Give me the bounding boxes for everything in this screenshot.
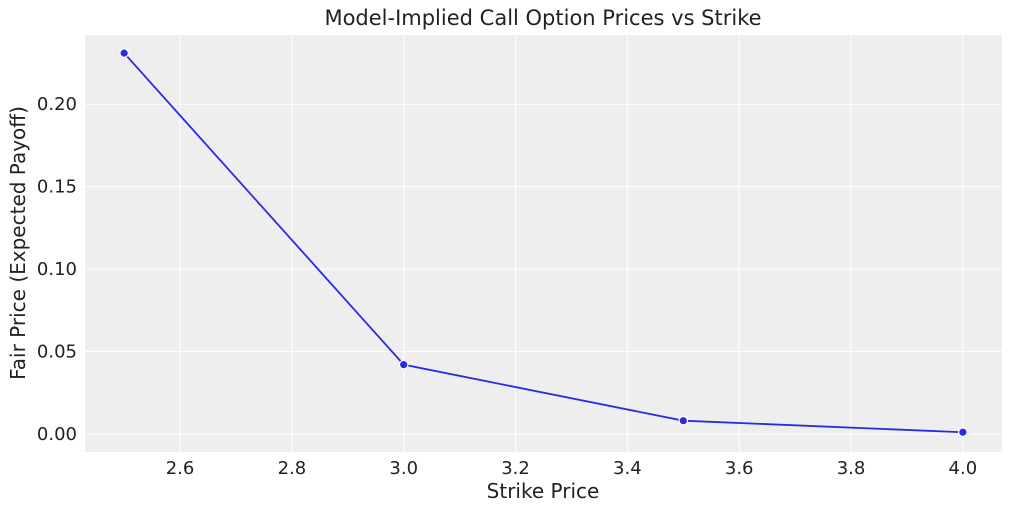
data-point xyxy=(678,415,689,426)
data-point xyxy=(119,48,129,58)
data-point xyxy=(398,359,409,370)
x-tick-label: 3.2 xyxy=(501,458,530,479)
series-line xyxy=(123,52,963,434)
grid xyxy=(85,35,1002,452)
y-axis-ticks: 0.00 0.05 0.10 0.15 0.20 xyxy=(37,94,77,445)
x-tick-label: 2.8 xyxy=(278,458,307,479)
series-group xyxy=(119,48,968,438)
data-point xyxy=(958,427,968,438)
y-axis-label: Fair Price (Expected Payoff) xyxy=(6,106,30,380)
plot-area xyxy=(85,35,1002,452)
x-tick-label: 3.6 xyxy=(725,458,754,479)
y-tick-label: 0.20 xyxy=(37,94,77,115)
y-tick-label: 0.00 xyxy=(37,424,77,445)
x-tick-label: 3.0 xyxy=(389,458,418,479)
x-tick-label: 3.4 xyxy=(613,458,642,479)
y-tick-label: 0.10 xyxy=(37,259,77,280)
y-tick-label: 0.05 xyxy=(37,341,77,362)
x-tick-label: 2.6 xyxy=(166,458,195,479)
y-tick-label: 0.15 xyxy=(37,177,77,198)
x-tick-label: 4.0 xyxy=(949,458,978,479)
chart-title: Model-Implied Call Option Prices vs Stri… xyxy=(324,6,761,30)
x-axis-label: Strike Price xyxy=(487,479,600,503)
x-tick-label: 3.8 xyxy=(837,458,866,479)
x-axis-ticks: 2.6 2.8 3.0 3.2 3.4 3.6 3.8 4.0 xyxy=(166,458,977,479)
